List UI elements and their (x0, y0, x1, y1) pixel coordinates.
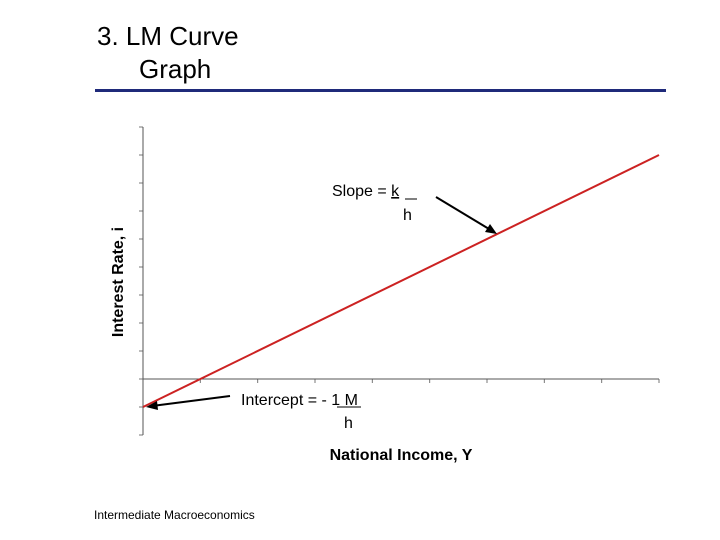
x-axis-label: National Income, Y (330, 447, 473, 464)
slide-title: 3. LM Curve Graph (97, 20, 239, 86)
footer-text: Intermediate Macroeconomics (94, 508, 255, 522)
slope-numerator: k (391, 183, 400, 200)
slope-arrowhead (485, 224, 497, 234)
intercept-annotation: Intercept = - 1 M (241, 392, 358, 409)
y-axis-ticks (139, 126, 143, 436)
intercept-suffix: M (340, 392, 358, 409)
intercept-arrow (151, 395, 231, 407)
intercept-prefix: Intercept = - (241, 392, 331, 409)
series-group (142, 154, 660, 408)
lm-curve-line (142, 154, 660, 408)
title-line-1: 3. LM Curve (97, 21, 239, 51)
title-line-2: Graph (139, 54, 212, 84)
intercept-numerator: 1 (331, 392, 340, 409)
y-axis-label: Interest Rate, i (110, 227, 127, 337)
title-underline (95, 89, 666, 92)
slope-denominator: h (403, 207, 412, 224)
intercept-arrowhead (146, 401, 158, 410)
x-axis-ticks (142, 379, 660, 383)
slope-prefix: Slope = (332, 183, 391, 200)
slope-annotation: Slope = k (332, 183, 400, 200)
intercept-denominator: h (344, 415, 353, 432)
slope-arrow (435, 196, 495, 233)
